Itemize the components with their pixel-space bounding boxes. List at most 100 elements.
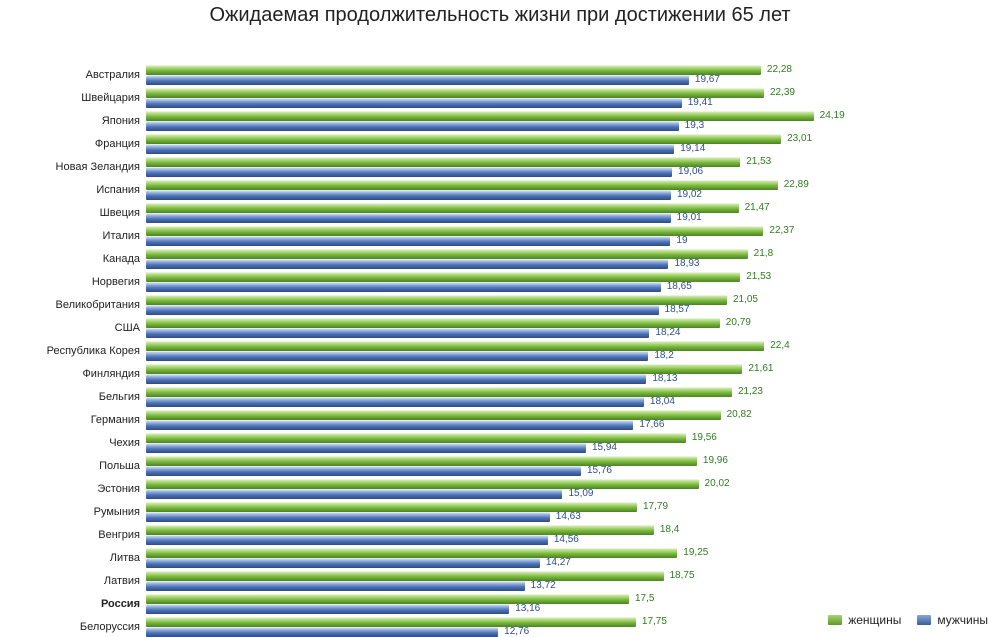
y-axis-label: Германия xyxy=(91,414,146,426)
y-axis-label: Эстония xyxy=(97,483,146,495)
value-label-men: 18,65 xyxy=(667,282,692,292)
value-label-men: 14,27 xyxy=(546,558,571,568)
bar-men xyxy=(146,558,540,568)
y-axis-label: Австралия xyxy=(86,69,146,81)
value-label-men: 19,3 xyxy=(685,121,704,131)
value-label-women: 20,82 xyxy=(727,410,752,420)
value-label-women: 17,75 xyxy=(642,617,667,627)
value-label-women: 24,19 xyxy=(820,111,845,121)
bar-women xyxy=(146,249,748,259)
value-label-women: 22,89 xyxy=(784,180,809,190)
legend-swatch-women xyxy=(828,615,842,625)
y-axis-label: Чехия xyxy=(109,437,146,449)
bar-men xyxy=(146,466,581,476)
value-label-women: 21,23 xyxy=(738,387,763,397)
value-label-men: 18,57 xyxy=(665,305,690,315)
bar-men xyxy=(146,512,550,522)
value-label-women: 22,28 xyxy=(767,65,792,75)
bar-men xyxy=(146,535,548,545)
bar-men xyxy=(146,581,525,591)
bar-women xyxy=(146,318,720,328)
bar-women xyxy=(146,548,677,558)
legend-item-men: мужчины xyxy=(917,613,988,627)
value-label-women: 22,37 xyxy=(769,226,794,236)
value-label-men: 18,24 xyxy=(655,328,680,338)
y-axis-label: Швейцария xyxy=(81,92,146,104)
legend-label-men: мужчины xyxy=(937,613,988,627)
value-label-men: 14,63 xyxy=(556,512,581,522)
y-axis-label: Латвия xyxy=(104,575,146,587)
y-axis-label: Бельгия xyxy=(99,391,146,403)
value-label-men: 19,02 xyxy=(677,190,702,200)
bar-men xyxy=(146,305,659,315)
value-label-men: 18,2 xyxy=(654,351,673,361)
y-axis-label: Канада xyxy=(103,253,146,265)
bar-women xyxy=(146,65,761,75)
bar-men xyxy=(146,213,671,223)
bar-men xyxy=(146,75,689,85)
bar-men xyxy=(146,420,633,430)
y-axis-label: Белоруссия xyxy=(80,621,146,633)
value-label-women: 21,47 xyxy=(745,203,770,213)
bar-men xyxy=(146,397,644,407)
value-label-women: 20,02 xyxy=(705,479,730,489)
value-label-men: 13,16 xyxy=(515,604,540,614)
value-label-women: 21,61 xyxy=(748,364,773,374)
y-axis-label: Япония xyxy=(102,115,146,127)
y-axis-label: Финляндия xyxy=(82,368,146,380)
bar-women xyxy=(146,387,732,397)
bar-women xyxy=(146,272,740,282)
y-axis-label: Норвегия xyxy=(92,276,146,288)
value-label-men: 12,76 xyxy=(504,627,529,637)
value-label-women: 18,75 xyxy=(670,571,695,581)
value-label-women: 22,39 xyxy=(770,88,795,98)
bar-women xyxy=(146,594,629,604)
bar-women xyxy=(146,617,636,627)
value-label-men: 13,72 xyxy=(531,581,556,591)
value-label-men: 15,76 xyxy=(587,466,612,476)
bar-men xyxy=(146,259,668,269)
bar-women xyxy=(146,157,740,167)
value-label-men: 19 xyxy=(676,236,687,246)
value-label-men: 19,14 xyxy=(680,144,705,154)
value-label-men: 18,04 xyxy=(650,397,675,407)
legend-swatch-men xyxy=(917,615,931,625)
value-label-women: 17,5 xyxy=(635,594,654,604)
bar-women xyxy=(146,410,721,420)
bar-men xyxy=(146,604,509,614)
bar-men xyxy=(146,443,586,453)
value-label-men: 19,06 xyxy=(678,167,703,177)
y-axis-label: Республика Корея xyxy=(47,345,146,357)
plot-area: Австралия22,2819,67Швейцария22,3919,41Яп… xyxy=(146,63,836,637)
value-label-women: 21,53 xyxy=(746,157,771,167)
y-axis-label: Польша xyxy=(99,460,146,472)
chart-title: Ожидаемая продолжительность жизни при до… xyxy=(6,4,994,27)
bar-women xyxy=(146,571,664,581)
value-label-men: 19,41 xyxy=(688,98,713,108)
y-axis-label: Италия xyxy=(103,230,146,242)
value-label-women: 21,53 xyxy=(746,272,771,282)
legend: женщины мужчины xyxy=(828,613,988,627)
legend-item-women: женщины xyxy=(828,613,901,627)
chart-container: Ожидаемая продолжительность жизни при до… xyxy=(0,0,1000,637)
legend-label-women: женщины xyxy=(848,613,901,627)
value-label-men: 15,09 xyxy=(568,489,593,499)
value-label-women: 19,25 xyxy=(683,548,708,558)
value-label-women: 22,4 xyxy=(770,341,789,351)
value-label-men: 18,93 xyxy=(674,259,699,269)
y-axis-label: Венгрия xyxy=(98,529,146,541)
bar-men xyxy=(146,351,648,361)
y-axis-label: Румыния xyxy=(94,506,146,518)
bar-women xyxy=(146,88,764,98)
bar-men xyxy=(146,167,672,177)
bar-men xyxy=(146,236,670,246)
bar-men xyxy=(146,144,674,154)
y-axis-label: Новая Зеландия xyxy=(56,161,146,173)
value-label-women: 21,05 xyxy=(733,295,758,305)
value-label-women: 18,4 xyxy=(660,525,679,535)
y-axis-label: Россия xyxy=(101,598,146,610)
value-label-women: 20,79 xyxy=(726,318,751,328)
bar-women xyxy=(146,203,739,213)
value-label-men: 18,13 xyxy=(652,374,677,384)
bar-men xyxy=(146,627,498,637)
